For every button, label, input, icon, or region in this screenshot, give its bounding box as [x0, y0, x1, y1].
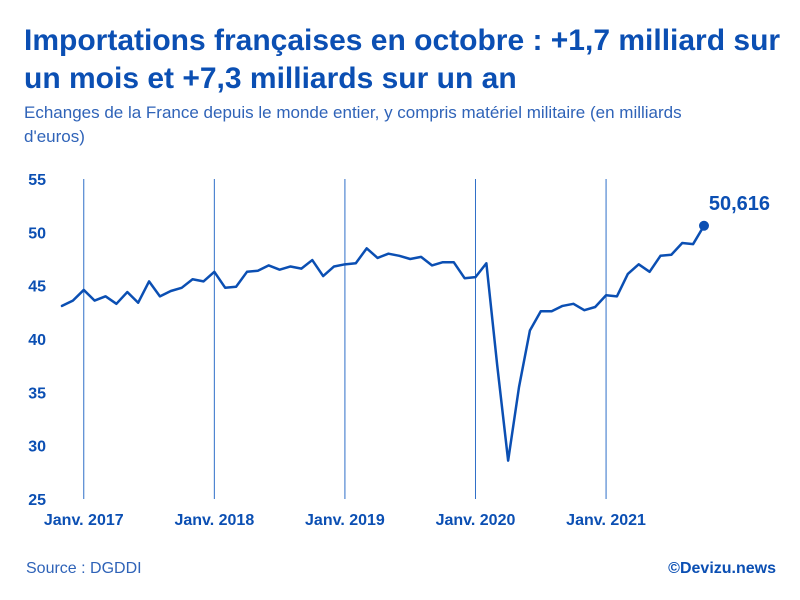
credit-logo: ©Devizu.news — [668, 560, 776, 577]
x-tick-label: Janv. 2018 — [174, 512, 254, 529]
source-note: Source : DGDDI — [26, 560, 142, 577]
y-tick-label: 50 — [28, 225, 46, 242]
x-axis: Janv. 2017 Janv. 2018 Janv. 2019 Janv. 2020… — [44, 512, 646, 529]
x-tick-label: Janv. 2017 — [44, 512, 124, 529]
january-gridlines — [83, 179, 607, 499]
y-tick-label: 45 — [28, 279, 46, 296]
x-tick-label: Janv. 2020 — [436, 512, 516, 529]
y-tick-label: 35 — [28, 385, 46, 402]
y-tick-label: 30 — [28, 439, 46, 456]
series-line-imports — [60, 224, 706, 462]
x-tick-label: Janv. 2021 — [566, 512, 646, 529]
x-tick-label: Janv. 2019 — [305, 512, 385, 529]
end-point — [699, 220, 709, 231]
end-value-label: 50,616 — [709, 193, 770, 215]
y-tick-label: 25 — [28, 492, 46, 509]
y-tick-label: 55 — [28, 172, 46, 189]
chart-subtitle: Echanges de la France depuis le monde en… — [24, 103, 682, 146]
chart-title: Importations françaises en octobre : +1,… — [24, 24, 781, 95]
y-axis: 25 30 35 40 45 50 55 — [28, 172, 46, 509]
y-tick-label: 40 — [28, 332, 46, 349]
